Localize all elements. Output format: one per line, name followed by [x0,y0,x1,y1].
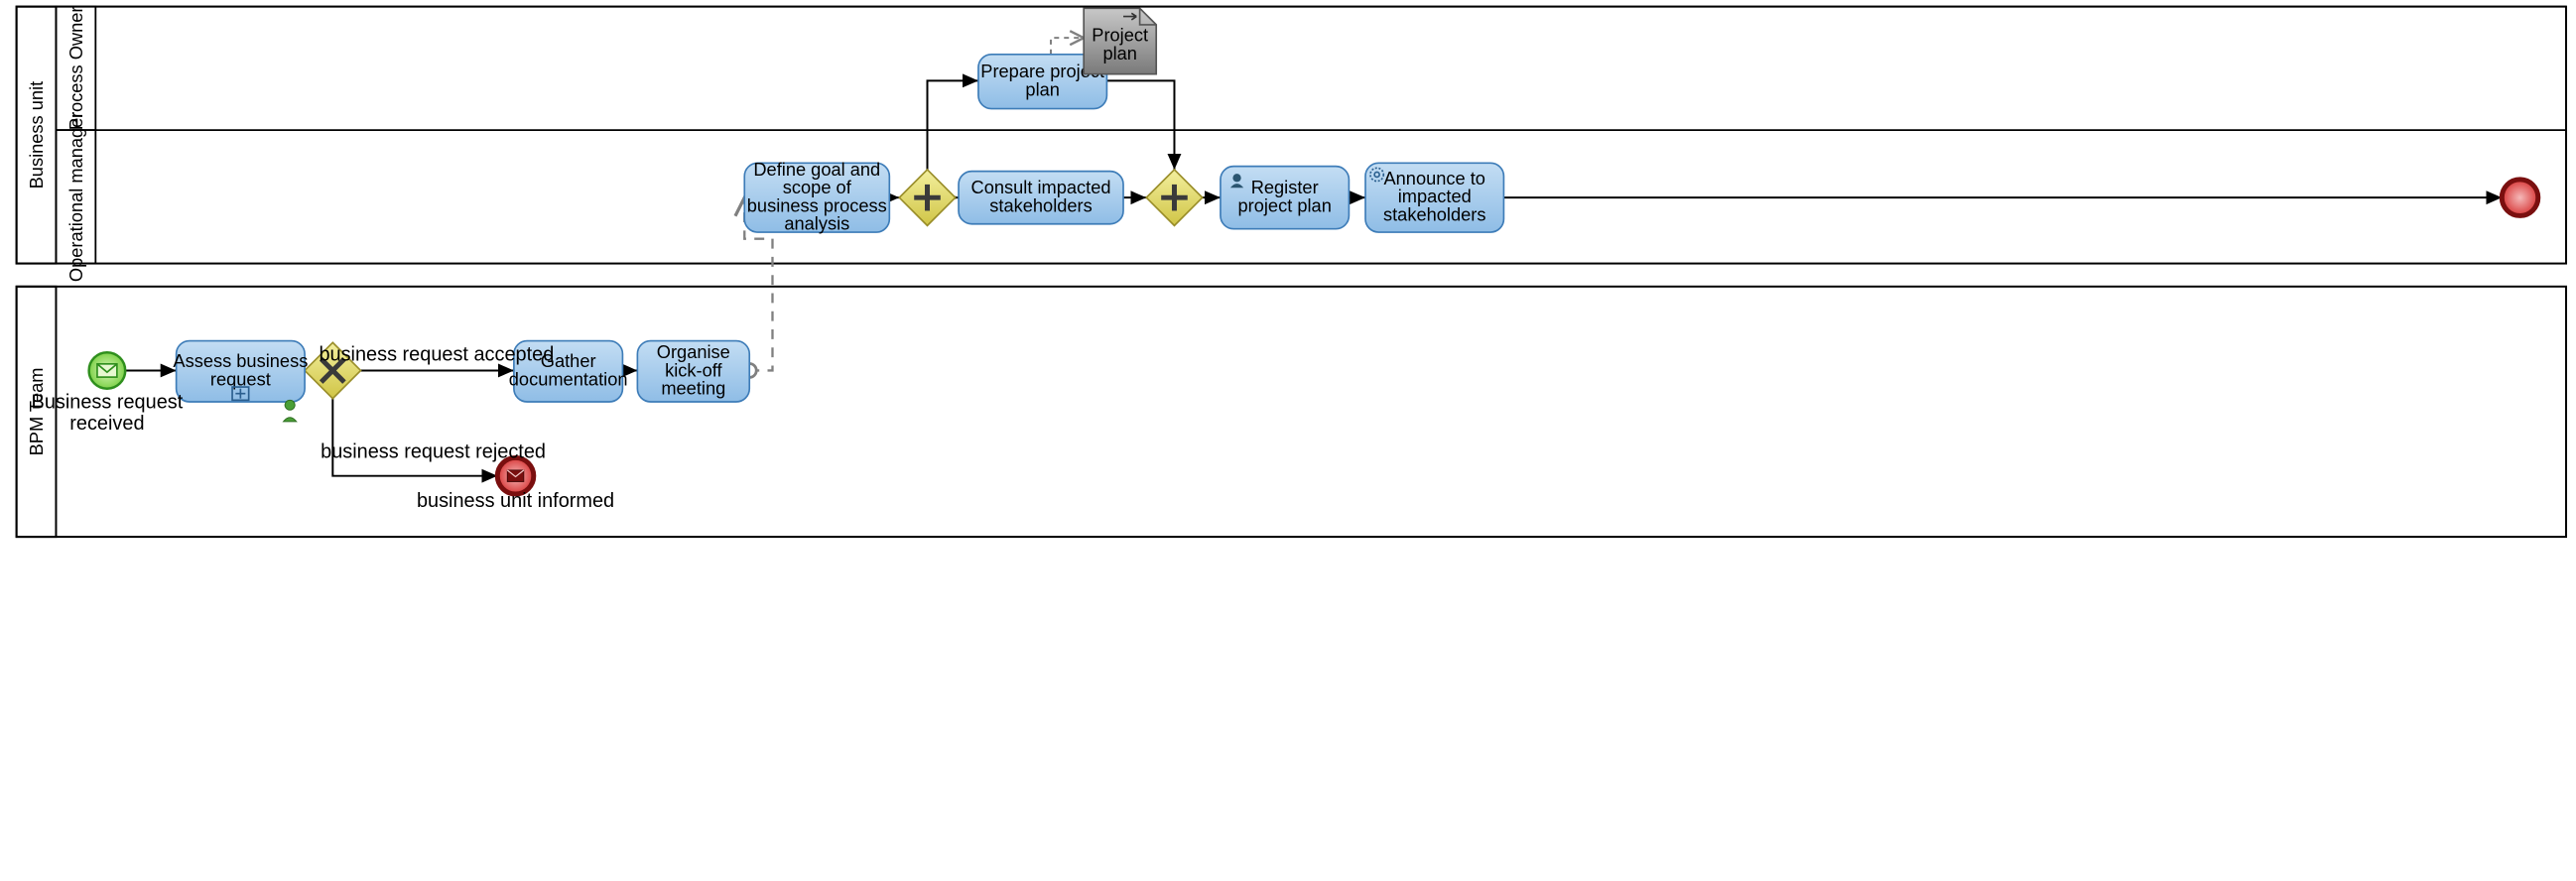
bpmn-diagram: Business unitProcess OwnerOperational ma… [0,0,2576,881]
end-message-label: business unit informed [417,490,614,512]
task-label-announce: Announce toimpactedstakeholders [1383,168,1485,225]
edges-layer [125,38,2502,476]
shapes-layer: Assess businessrequestGatherdocumentatio… [89,8,2538,494]
start-event-label: Business requestreceived [32,392,184,436]
edge-label: business request rejected [321,440,546,462]
pool-label: Business unit [26,81,47,189]
end-event [2502,180,2538,216]
task-label-consult: Consult impactedstakeholders [971,177,1111,215]
user-icon [1232,174,1240,182]
edge [1051,38,1084,55]
edge [928,80,978,170]
edge [332,399,497,476]
edge-label: business request accepted [319,343,554,365]
lane-label: Operational manager [65,112,86,282]
role-marker-icon [284,400,297,422]
task-label-kickoff: Organisekick-offmeeting [657,341,730,399]
edge [1106,80,1174,170]
pool-pool-bpm-team [17,287,2566,537]
task-label-register: Registerproject plan [1238,177,1332,215]
